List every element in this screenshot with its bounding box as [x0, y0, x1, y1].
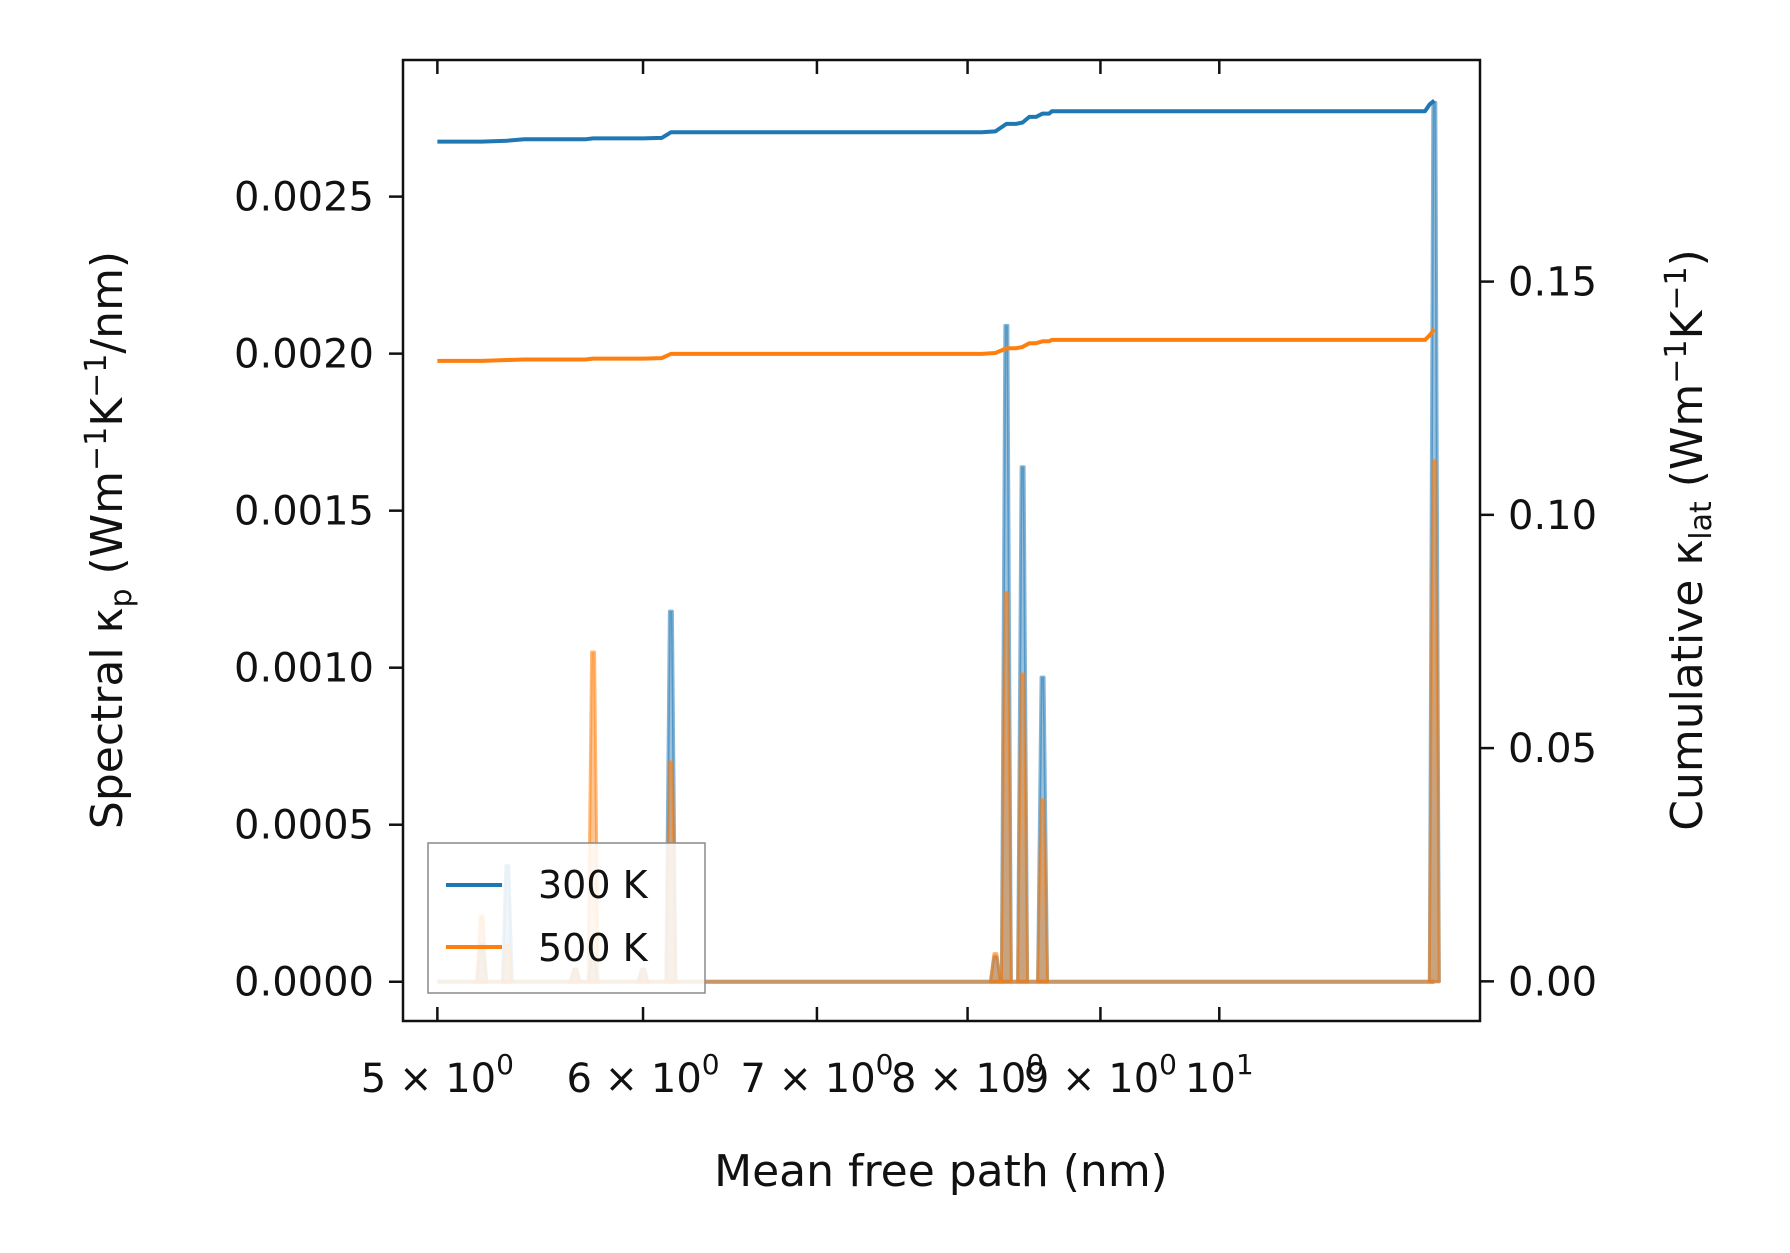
labels-layer: Mean free path (nm) Spectral κp (Wm−1K−1…: [79, 249, 1719, 1197]
y-tick-label-left-5: 0.0025: [234, 175, 374, 221]
x-tick-label-0: 5 × 100: [361, 1048, 514, 1102]
spectral-peak-1-10: [1427, 458, 1441, 984]
cumulative-line-0: [437, 99, 1436, 144]
y-tick-label-left-4: 0.0020: [234, 332, 374, 378]
cumulative-line-1: [437, 327, 1436, 363]
x-tick-label-1: 6 × 100: [566, 1048, 719, 1102]
spectral-peak-1-8: [1016, 672, 1030, 984]
x-tick-label-4: 9 × 100: [1024, 1048, 1177, 1102]
legend-label-500k: 500 K: [538, 926, 649, 970]
y-tick-label-right-3: 0.15: [1508, 260, 1597, 306]
y-tick-label-right-1: 0.05: [1508, 726, 1597, 772]
legend: 300 K 500 K: [427, 842, 706, 994]
cumulative-series-layer: [437, 99, 1436, 363]
legend-label-300k: 300 K: [538, 863, 649, 907]
y-tick-label-left-2: 0.0010: [234, 646, 374, 692]
spectral-peak-1-9: [1036, 798, 1050, 984]
plot-frame: [401, 58, 1482, 1023]
y-axis-label-right: Cumulative κlat (Wm−1K−1): [1659, 249, 1719, 831]
y-tick-label-right-2: 0.10: [1508, 493, 1597, 539]
y-axis-label-left: Spectral κp (Wm−1K−1/nm): [79, 251, 139, 829]
x-tick-label-2: 7 × 100: [740, 1048, 893, 1102]
legend-frame: [427, 842, 706, 994]
x-axis-label: Mean free path (nm): [714, 1146, 1168, 1197]
y-tick-label-right-0: 0.00: [1508, 959, 1597, 1005]
x-tick-label-3: 8 × 100: [891, 1048, 1044, 1102]
spectral-peak-1-7: [999, 590, 1013, 984]
y-tick-label-left-1: 0.0005: [234, 803, 374, 849]
y-tick-label-left-0: 0.0000: [234, 960, 374, 1006]
spectral-peak-1-6: [988, 951, 1002, 984]
y-tick-label-left-3: 0.0015: [234, 489, 374, 535]
x-tick-label-5: 101: [1185, 1048, 1254, 1102]
